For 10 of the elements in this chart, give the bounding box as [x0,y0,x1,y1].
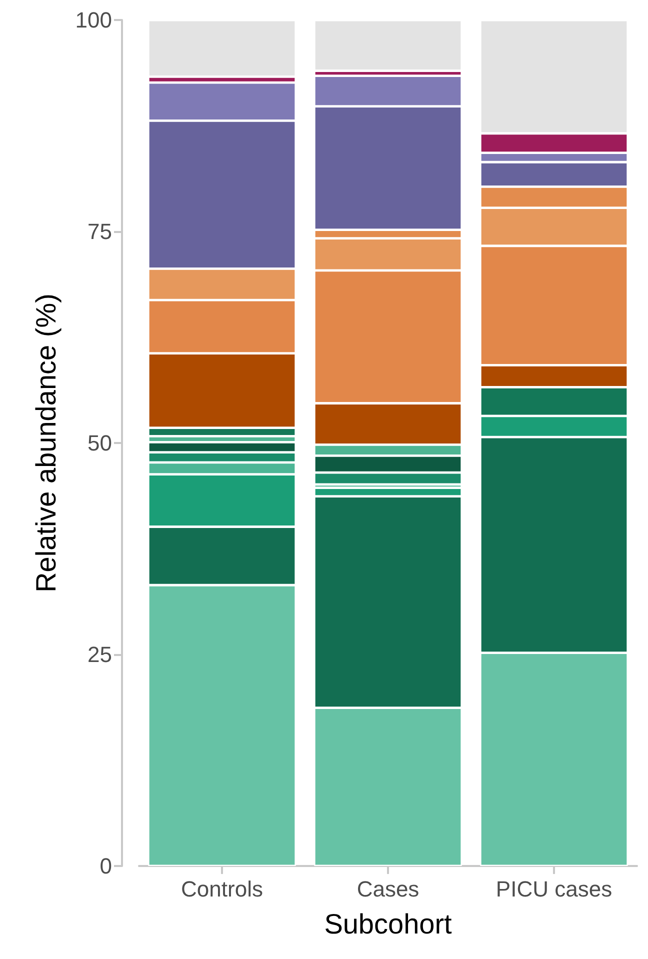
y-tick-label: 75 [88,219,112,244]
y-axis-title: Relative abundance (%) [30,294,62,592]
y-tick-label: 25 [88,642,112,667]
x-tick-label: Cases [356,876,420,902]
x-tick-label: Controls [181,876,263,902]
y-tick-label: 100 [75,8,112,32]
y-tick-label: 0 [100,854,112,878]
x-axis-title: Subcohort [324,908,452,940]
x-tick-label: PICU cases [496,876,612,902]
y-tick-label: 50 [88,430,112,456]
